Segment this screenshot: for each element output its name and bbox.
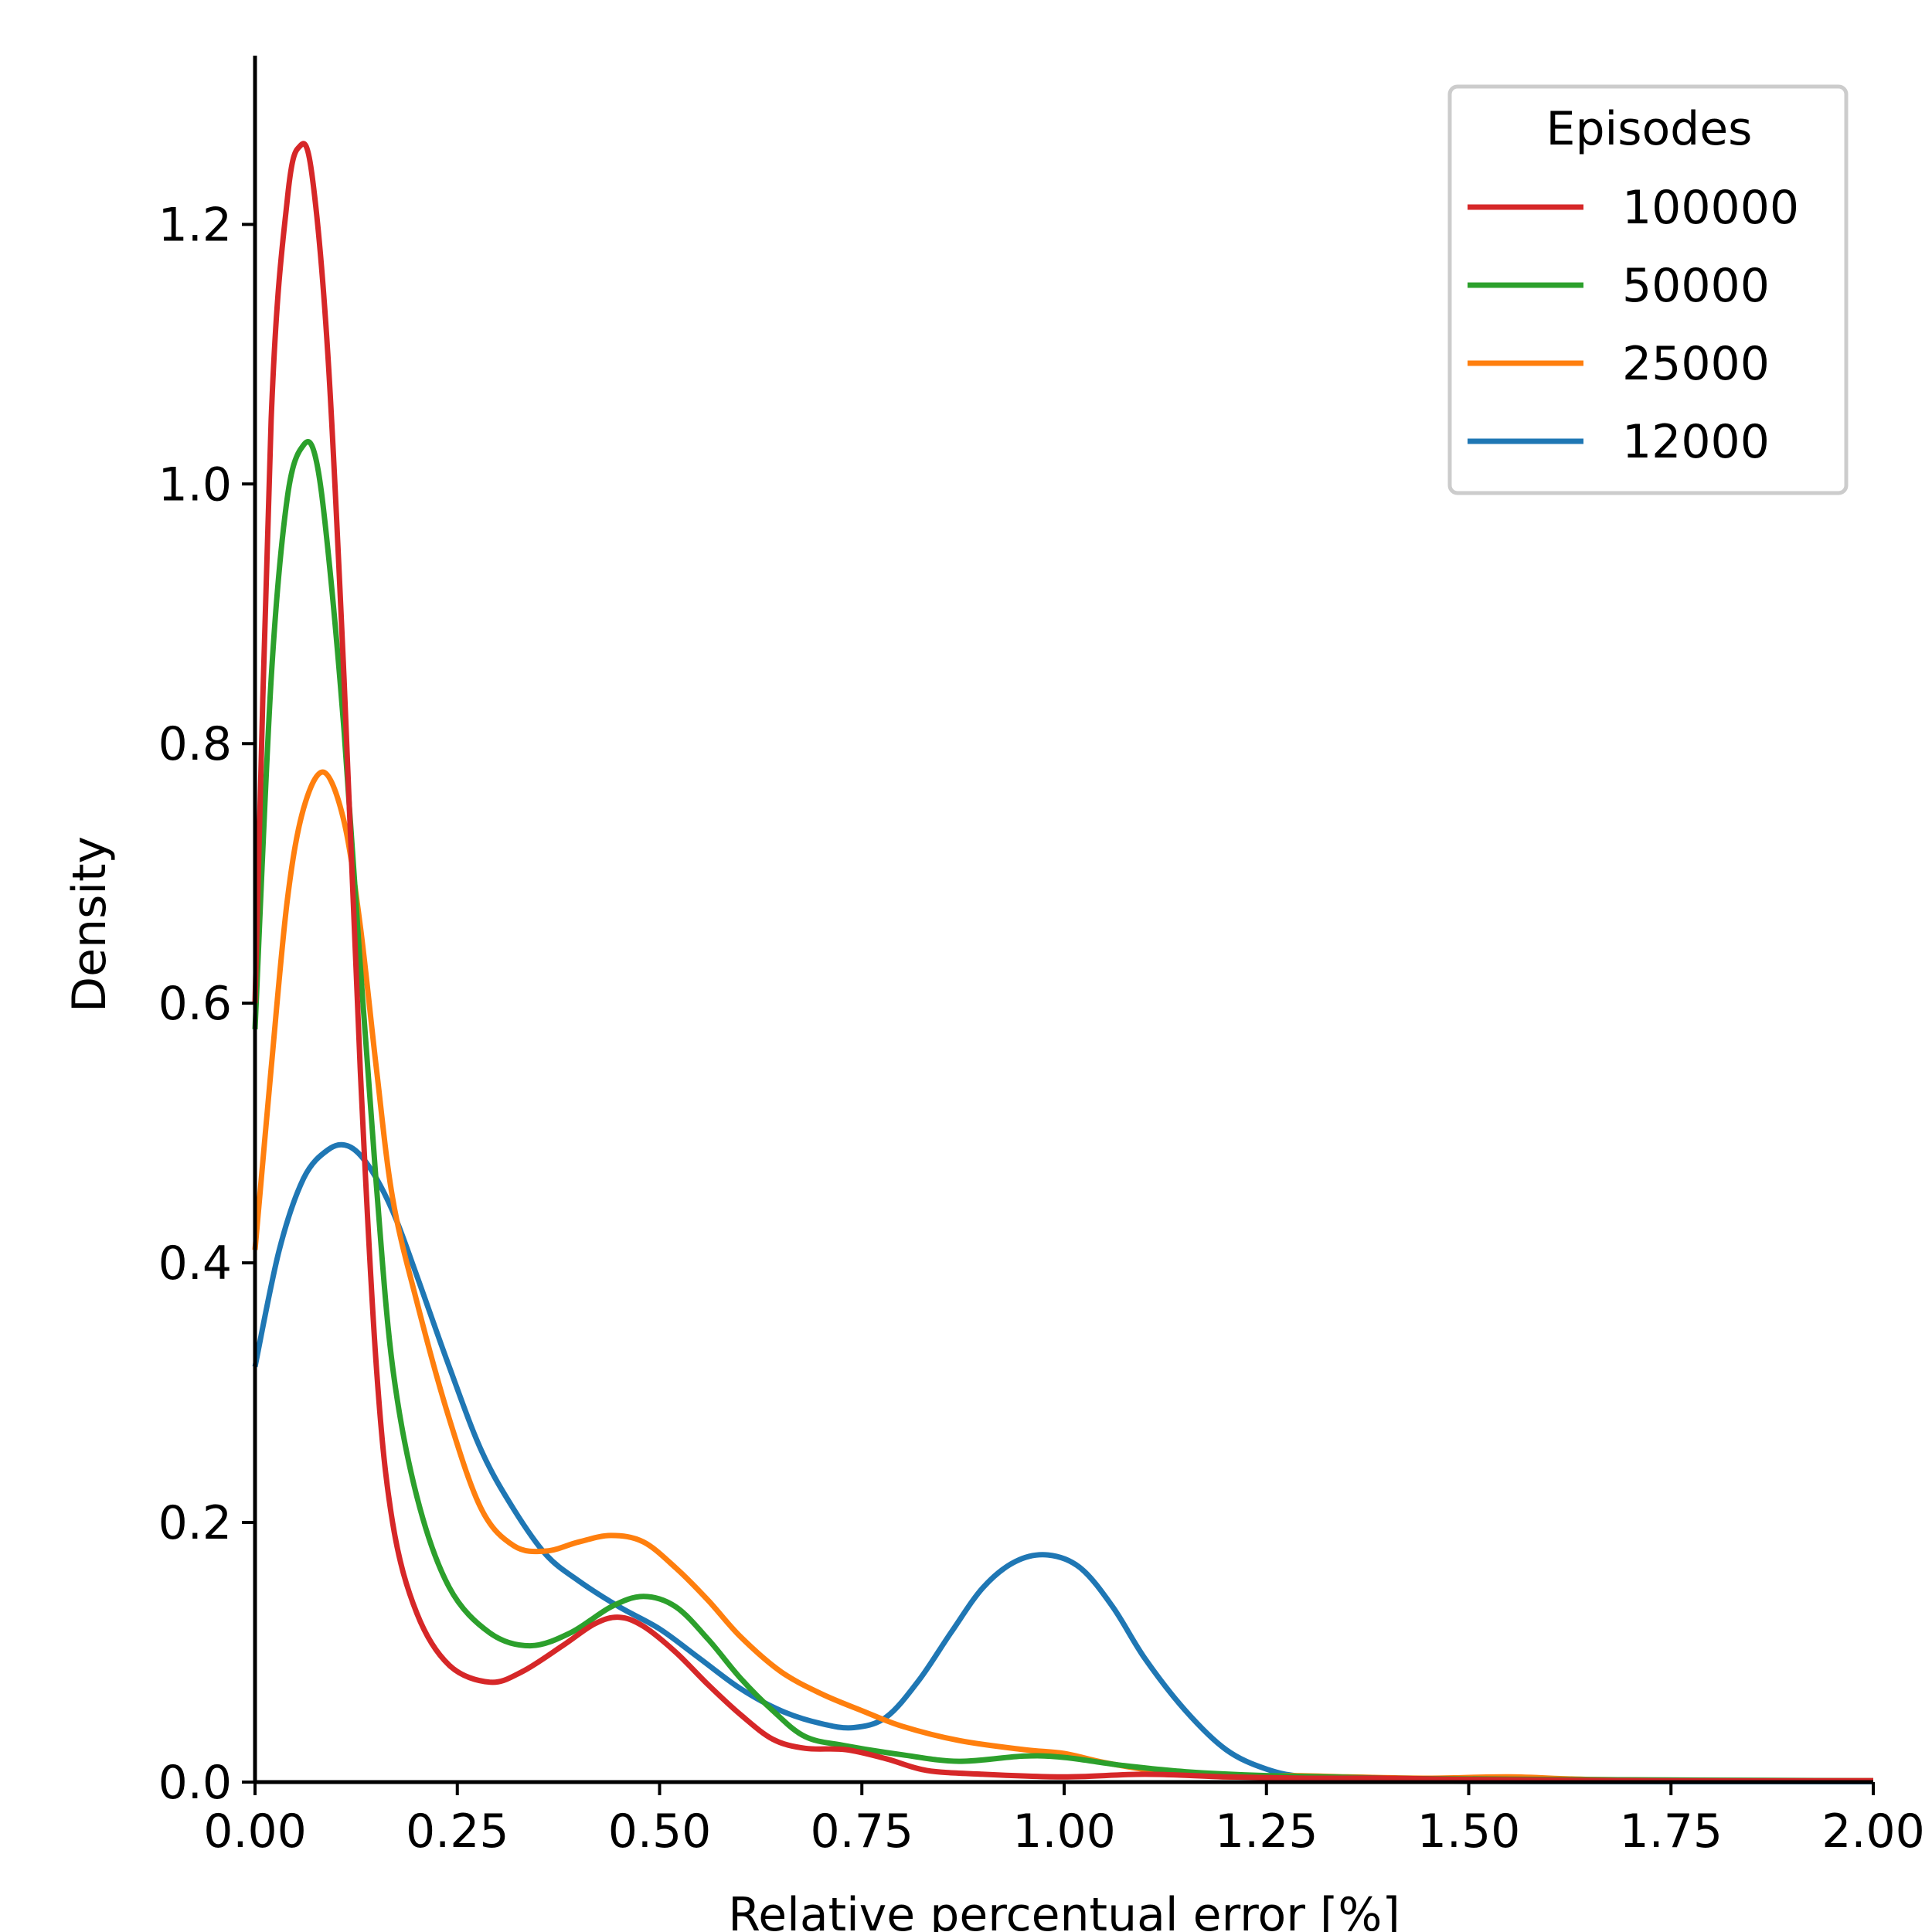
y-tick-label: 1.2 bbox=[158, 198, 232, 252]
legend-title: Episodes bbox=[1546, 102, 1753, 156]
y-tick-label: 0.4 bbox=[158, 1236, 232, 1291]
series-line-50000 bbox=[252, 439, 1874, 1784]
x-tick-label: 0.75 bbox=[810, 1804, 913, 1859]
x-ticks: 0.00 0.25 0.50 0.75 1.00 1.25 1.50 1.75 2.00 bbox=[203, 1782, 1925, 1859]
y-tick-label: 1.0 bbox=[158, 457, 232, 512]
x-tick-label: 0.50 bbox=[608, 1804, 712, 1859]
y-tick-label: 0.6 bbox=[158, 977, 232, 1031]
x-tick-label: 0.00 bbox=[203, 1804, 307, 1859]
y-tick-label: 0.8 bbox=[158, 717, 232, 771]
legend-frame bbox=[1447, 84, 1849, 495]
series-layer bbox=[252, 141, 1874, 1784]
x-tick-label: 2.00 bbox=[1821, 1804, 1925, 1859]
legend-label-12000: 12000 bbox=[1622, 415, 1770, 469]
y-tick-label: 0.0 bbox=[158, 1756, 232, 1810]
y-axis-label: Density bbox=[63, 836, 117, 1012]
x-tick-label: 1.25 bbox=[1215, 1804, 1318, 1859]
x-axis-label: Relative percentual error [%] bbox=[728, 1888, 1400, 1932]
x-tick-label: 0.25 bbox=[406, 1804, 509, 1859]
legend-entries: 100000 50000 25000 12000 bbox=[1468, 181, 1799, 469]
x-tick-label: 1.00 bbox=[1012, 1804, 1116, 1859]
y-tick-label: 0.2 bbox=[158, 1496, 232, 1550]
series-line-100000 bbox=[252, 141, 1874, 1784]
series-line-12000 bbox=[252, 1141, 1874, 1784]
x-tick-label: 1.50 bbox=[1417, 1804, 1521, 1859]
legend-label-50000: 50000 bbox=[1622, 259, 1770, 313]
x-tick-label: 1.75 bbox=[1619, 1804, 1723, 1859]
y-ticks: 0.0 0.2 0.4 0.6 0.8 1.0 1.2 bbox=[158, 198, 255, 1810]
legend-label-100000: 100000 bbox=[1622, 181, 1799, 235]
series-line-25000 bbox=[252, 769, 1874, 1784]
legend-label-25000: 25000 bbox=[1622, 337, 1770, 391]
legend: Episodes 100000 50000 25000 12000 bbox=[1447, 84, 1849, 495]
